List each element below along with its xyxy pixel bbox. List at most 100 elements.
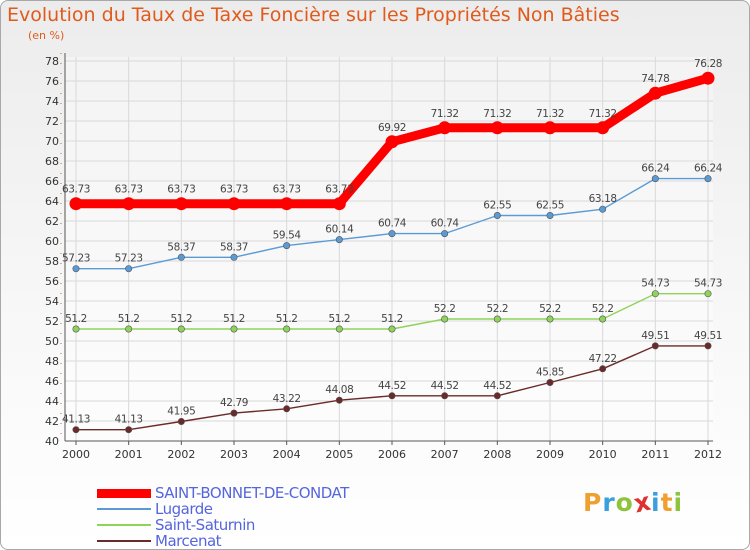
data-point <box>125 265 133 273</box>
data-point <box>651 342 659 350</box>
data-label: 57.23 <box>62 253 90 265</box>
data-point <box>599 315 607 323</box>
y-tick-label: 74 <box>45 95 59 108</box>
data-point <box>283 405 291 413</box>
data-point <box>546 378 554 386</box>
data-point <box>283 325 291 333</box>
data-point <box>177 325 185 333</box>
data-label: 44.08 <box>325 384 353 396</box>
data-point <box>125 426 133 434</box>
data-point <box>69 197 83 211</box>
legend-swatch <box>97 508 151 510</box>
data-point <box>493 212 501 220</box>
data-point <box>385 135 399 149</box>
data-point <box>230 325 238 333</box>
data-label: 57.23 <box>115 253 143 265</box>
y-tick-label: 56 <box>45 275 59 288</box>
legend-label: Lugarde <box>155 500 213 518</box>
x-tick-label: 2012 <box>694 448 722 461</box>
data-point <box>280 197 294 211</box>
data-point <box>704 342 712 350</box>
data-point <box>441 230 449 238</box>
data-label: 58.37 <box>167 241 195 253</box>
data-label: 59.54 <box>273 230 302 242</box>
legend-label: Saint-Saturnin <box>155 516 255 534</box>
data-point <box>493 392 501 400</box>
data-point <box>388 325 396 333</box>
data-label: 71.32 <box>431 108 459 120</box>
data-point <box>174 197 188 211</box>
legend-label: Marcenat <box>155 532 222 550</box>
data-label: 63.18 <box>589 193 617 205</box>
y-tick-label: 68 <box>45 155 59 168</box>
y-tick-label: 52 <box>45 315 59 328</box>
data-label: 51.2 <box>328 313 350 325</box>
data-point <box>72 325 80 333</box>
x-tick-label: 2001 <box>115 448 143 461</box>
data-point <box>230 409 238 417</box>
x-tick-label: 2011 <box>641 448 669 461</box>
data-point <box>704 175 712 183</box>
y-tick-label: 62 <box>45 215 59 228</box>
data-label: 74.78 <box>641 73 669 85</box>
y-tick-label: 60 <box>45 235 59 248</box>
x-tick-label: 2006 <box>378 448 406 461</box>
data-point <box>651 175 659 183</box>
chart-title: Evolution du Taux de Taxe Foncière sur l… <box>7 4 620 26</box>
data-point <box>704 290 712 298</box>
data-label: 52.2 <box>486 303 508 315</box>
data-point <box>335 325 343 333</box>
legend-swatch <box>97 524 151 526</box>
data-point <box>438 121 452 135</box>
y-tick-label: 50 <box>45 335 59 348</box>
data-label: 44.52 <box>378 380 406 392</box>
data-label: 49.51 <box>694 330 722 342</box>
y-tick-label: 46 <box>45 375 59 388</box>
data-label: 58.37 <box>220 241 248 253</box>
data-label: 66.24 <box>641 163 670 175</box>
data-point <box>543 121 557 135</box>
data-label: 71.32 <box>483 108 511 120</box>
data-point <box>230 253 238 261</box>
data-label: 60.14 <box>325 224 354 236</box>
data-point <box>388 230 396 238</box>
data-label: 71.32 <box>589 108 617 120</box>
data-label: 45.85 <box>536 367 564 379</box>
y-tick-label: 66 <box>45 175 59 188</box>
data-label: 54.73 <box>694 278 722 290</box>
chart-subtitle: (en %) <box>28 29 65 42</box>
proxiti-logo: Proxiti <box>583 486 684 519</box>
data-label: 51.2 <box>381 313 403 325</box>
data-point <box>335 236 343 244</box>
data-label: 51.2 <box>170 313 192 325</box>
y-tick-label: 70 <box>45 135 59 148</box>
y-tick-label: 72 <box>45 115 59 128</box>
y-tick-label: 54 <box>45 295 59 308</box>
data-label: 71.32 <box>536 108 564 120</box>
y-tick-label: 40 <box>45 435 59 448</box>
data-point <box>72 426 80 434</box>
data-label: 63.73 <box>115 184 143 196</box>
data-point <box>441 392 449 400</box>
y-tick-label: 48 <box>45 355 59 368</box>
data-label: 62.55 <box>483 200 511 212</box>
data-label: 52.2 <box>592 303 614 315</box>
data-point <box>599 365 607 373</box>
data-label: 63.73 <box>273 184 301 196</box>
data-label: 41.95 <box>167 406 195 418</box>
data-point <box>122 197 136 211</box>
data-label: 41.13 <box>62 414 90 426</box>
x-tick-label: 2007 <box>431 448 459 461</box>
y-tick-label: 64 <box>45 195 59 208</box>
data-point <box>493 315 501 323</box>
y-tick-label: 44 <box>45 395 59 408</box>
data-label: 63.73 <box>62 184 90 196</box>
data-label: 49.51 <box>641 330 669 342</box>
data-label: 43.22 <box>273 393 301 405</box>
y-tick-label: 42 <box>45 415 59 428</box>
y-tick-label: 78 <box>45 55 59 68</box>
data-label: 66.24 <box>694 163 723 175</box>
data-point <box>283 242 291 250</box>
data-label: 47.22 <box>589 353 617 365</box>
